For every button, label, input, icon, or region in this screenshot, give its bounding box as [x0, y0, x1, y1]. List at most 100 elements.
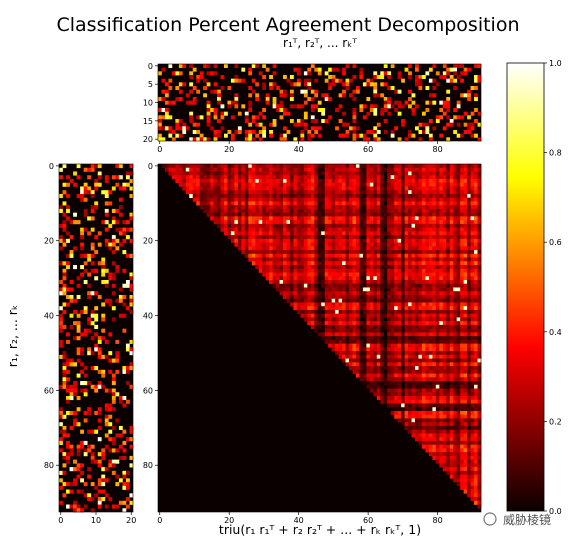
main-cell-group-cell	[300, 276, 305, 281]
main-cell-group-cell	[324, 235, 329, 240]
top-cell-group-cell	[185, 126, 190, 131]
left-cell-group-cell	[122, 294, 127, 300]
top-cell-group-cell	[283, 126, 287, 131]
main-cell-group-cell	[335, 294, 339, 300]
top-cell-group-cell	[227, 100, 232, 105]
main-cell-group-cell	[390, 167, 395, 172]
top-cell-group-cell	[213, 82, 218, 87]
top-cell-group-cell	[210, 126, 214, 131]
main-cell-group-cell	[244, 167, 249, 172]
left-cell-group-cell	[59, 478, 63, 483]
main-cell-group-cell	[397, 362, 402, 367]
main-cell-group-cell	[324, 328, 329, 333]
main-cell-group-cell	[477, 205, 482, 210]
main-cell-group-cell	[470, 175, 475, 180]
main-cell-group-cell	[463, 332, 468, 337]
main-cell-group-cell	[456, 321, 461, 326]
main-cell-group-cell	[217, 205, 221, 210]
main-cell-group-cell	[428, 220, 433, 225]
main-cell-group-cell	[404, 369, 409, 374]
top-cell-group-cell	[227, 104, 232, 109]
main-cell-group-cell	[425, 164, 430, 169]
main-cell-group-cell	[394, 257, 398, 262]
left-cell-group-cell	[97, 459, 102, 464]
main-cell-group-cell	[421, 265, 426, 270]
main-cell-group-cell	[446, 294, 451, 300]
main-cell-group-cell	[446, 190, 451, 195]
left-cell-group-cell	[59, 414, 63, 419]
main-cell-group-cell	[401, 377, 405, 382]
left-cell-group-cell	[62, 463, 67, 468]
left-cell-group-cell	[129, 493, 134, 498]
main-cell-group-cell	[456, 242, 461, 247]
main-cell-group-cell	[463, 328, 468, 333]
main-cell-group-cell	[380, 309, 385, 315]
main-cell-group-cell	[262, 193, 267, 199]
main-cell-group-cell	[321, 283, 326, 288]
main-cell-group-cell	[394, 366, 398, 371]
main-cell-group-cell	[376, 167, 381, 172]
main-cell-group-cell	[217, 171, 221, 176]
main-cell-group-cell	[397, 392, 402, 397]
main-cell-group-cell	[310, 193, 315, 199]
main-cell-group-cell	[425, 283, 430, 288]
top-cell-group-cell	[453, 67, 458, 72]
main-cell-group-cell	[425, 381, 430, 386]
main-cell-group-cell	[321, 324, 326, 329]
main-cell-group-cell	[408, 216, 412, 221]
left-cell-group-cell	[69, 313, 74, 318]
main-cell-group-cell	[439, 358, 444, 363]
main-cell-group-cell	[335, 347, 339, 352]
main-cell-group-cell	[376, 313, 381, 318]
main-cell-group-cell	[373, 369, 378, 374]
main-cell-group-cell	[383, 381, 388, 386]
left-cell-group-cell	[97, 182, 102, 187]
main-cell-group-cell	[199, 182, 204, 187]
top-cell-group-cell	[456, 75, 461, 80]
main-cell-group-cell	[449, 381, 454, 386]
main-cell-group-cell	[269, 257, 273, 262]
main-cell-group-cell	[439, 362, 444, 367]
main-cell-group-cell	[349, 250, 353, 255]
main-cell-group-cell	[359, 182, 364, 187]
main-cell-group-cell	[272, 182, 277, 187]
left-cell-group-cell	[69, 410, 74, 416]
main-cell-group-cell	[449, 388, 454, 393]
main-cell-group-cell	[390, 283, 395, 288]
left-cell-group-cell	[90, 497, 95, 502]
main-cell-group-cell	[279, 171, 284, 176]
main-cell-group-cell	[262, 167, 267, 172]
left-cell-group-cell	[76, 164, 81, 169]
main-cell-group-cell	[258, 216, 263, 221]
main-cell-group-cell	[338, 272, 343, 277]
main-cell-group-cell	[415, 197, 419, 202]
left-cell-group-cell	[90, 313, 95, 318]
main-cell-group-cell	[310, 324, 315, 329]
main-cell-group-cell	[394, 227, 398, 232]
main-cell-group-cell	[307, 280, 312, 285]
main-cell-group-cell	[411, 384, 416, 389]
main-cell-group-cell	[449, 339, 454, 344]
main-cell-group-cell	[303, 291, 308, 296]
main-cell-group-cell	[286, 280, 291, 285]
main-cell-group-cell	[352, 354, 357, 359]
main-cell-group-cell	[265, 242, 270, 247]
main-cell-group-cell	[255, 201, 260, 206]
main-cell-group-cell	[199, 201, 204, 206]
main-cell-group-cell	[453, 366, 458, 371]
main-cell-group-cell	[373, 175, 378, 180]
main-cell-group-cell	[408, 396, 412, 401]
main-cell-group-cell	[418, 358, 423, 363]
main-cell-group-cell	[349, 208, 353, 213]
main-cell-group-cell	[456, 182, 461, 187]
main-cell-group-cell	[230, 212, 235, 217]
main-cell-group-cell	[331, 306, 336, 311]
main-cell-group-cell	[359, 212, 364, 217]
main-cell-group-cell	[470, 212, 475, 217]
main-cell-group-cell	[303, 298, 308, 303]
main-cell-group-cell	[324, 287, 329, 292]
main-cell-group-cell	[248, 182, 253, 187]
main-cell-group-cell	[248, 197, 253, 202]
main-cell-group-cell	[355, 351, 360, 356]
main-cell-group-cell	[338, 343, 343, 348]
